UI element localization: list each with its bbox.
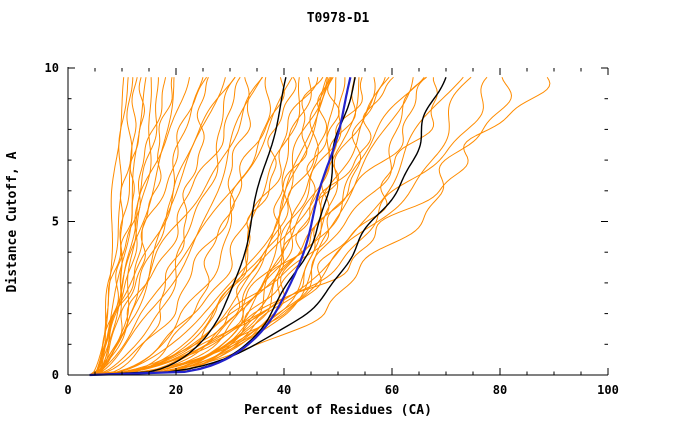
models-curve <box>89 77 204 376</box>
x-axis-label: Percent of Residues (CA) <box>244 403 432 418</box>
models-curve <box>94 76 394 376</box>
models-curve <box>99 77 147 376</box>
models-curve <box>89 76 427 376</box>
x-tick-label: 100 <box>597 383 619 397</box>
models-curve <box>99 77 190 376</box>
models-curve <box>89 77 363 376</box>
x-tick-label: 80 <box>493 383 507 397</box>
highlight-curve-curve <box>89 76 352 377</box>
y-tick-label: 5 <box>52 215 59 229</box>
models-curve <box>89 76 340 376</box>
models-curve <box>94 76 551 376</box>
models-curve <box>89 77 414 376</box>
models-curve <box>89 77 337 376</box>
models-curve <box>89 77 301 376</box>
models-curve <box>89 76 236 376</box>
chart-title: T0978-D1 <box>307 11 370 26</box>
axes <box>67 67 609 376</box>
models-curve <box>89 76 324 376</box>
models-curve <box>89 77 332 376</box>
reference-curves-curve <box>89 76 447 376</box>
models-curve <box>89 77 209 376</box>
models-curve <box>94 77 138 376</box>
models-curve <box>89 77 271 376</box>
x-tick-label: 60 <box>385 383 399 397</box>
x-tick-label: 40 <box>277 383 291 397</box>
models-curve <box>94 77 386 376</box>
y-tick-label: 0 <box>52 368 59 382</box>
models-curve <box>99 76 264 376</box>
y-tick-label: 10 <box>45 61 59 75</box>
models-curve <box>94 77 330 376</box>
models-curve <box>94 76 263 376</box>
models-curve <box>94 77 175 376</box>
models-curve <box>99 76 236 376</box>
models-curve <box>94 77 360 376</box>
x-tick-label: 20 <box>169 383 183 397</box>
models-curve <box>94 77 226 376</box>
models-curve <box>89 77 152 376</box>
curves <box>89 76 551 377</box>
models-curve <box>89 77 134 376</box>
tick-labels: 0 20 40 60 80 100 0 5 10 <box>45 61 619 397</box>
models-curve <box>94 76 208 376</box>
models-curve <box>94 76 427 376</box>
models-curve <box>94 77 285 376</box>
models-curve <box>94 76 293 376</box>
models-curve <box>94 76 488 376</box>
models-curve <box>89 77 328 376</box>
models-curve <box>89 77 251 376</box>
models-curve <box>89 77 328 376</box>
reference-curves-curve <box>89 77 287 376</box>
models-curve <box>94 76 333 376</box>
models-curve <box>94 76 425 376</box>
models-curve <box>94 77 319 376</box>
x-tick-label: 0 <box>64 383 71 397</box>
y-axis-label: Distance Cutoff, A <box>5 151 20 292</box>
models-curve <box>89 77 512 376</box>
